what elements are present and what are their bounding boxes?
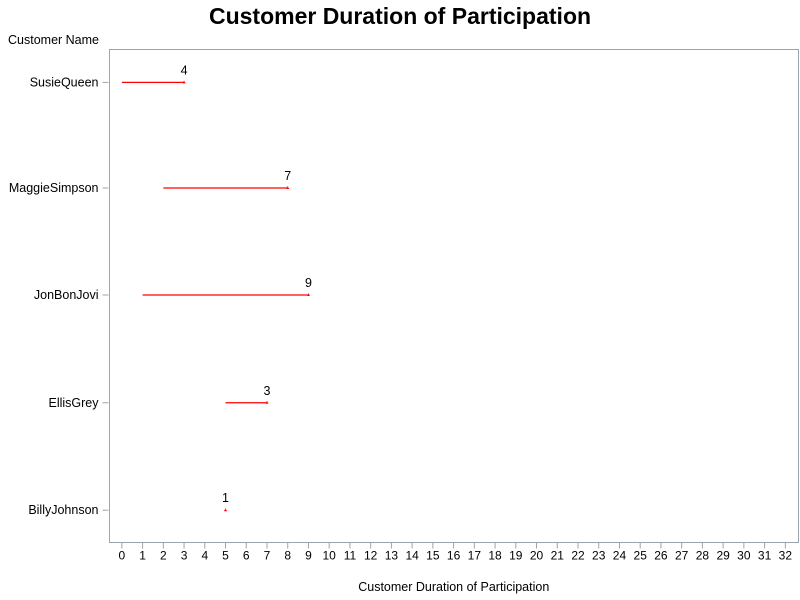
svg-text:15: 15 <box>426 549 440 563</box>
svg-text:18: 18 <box>488 549 502 563</box>
svg-text:17: 17 <box>468 549 482 563</box>
svg-text:11: 11 <box>344 549 357 563</box>
svg-text:7: 7 <box>284 169 291 183</box>
svg-text:28: 28 <box>696 549 710 563</box>
svg-text:21: 21 <box>551 549 565 563</box>
svg-text:16: 16 <box>447 549 461 563</box>
svg-text:2: 2 <box>160 549 167 563</box>
svg-text:BillyJohnson: BillyJohnson <box>28 503 98 517</box>
svg-text:5: 5 <box>222 549 229 563</box>
svg-text:13: 13 <box>385 549 399 563</box>
svg-text:23: 23 <box>592 549 606 563</box>
svg-text:4: 4 <box>181 63 188 77</box>
svg-text:32: 32 <box>779 549 793 563</box>
svg-text:22: 22 <box>571 549 585 563</box>
svg-text:9: 9 <box>305 276 312 290</box>
svg-text:26: 26 <box>654 549 668 563</box>
svg-text:20: 20 <box>530 549 544 563</box>
svg-text:6: 6 <box>243 549 250 563</box>
svg-text:8: 8 <box>284 549 291 563</box>
svg-text:27: 27 <box>675 549 689 563</box>
svg-text:1: 1 <box>139 549 146 563</box>
svg-text:SusieQueen: SusieQueen <box>30 75 99 89</box>
svg-text:14: 14 <box>405 549 419 563</box>
svg-text:12: 12 <box>364 549 378 563</box>
svg-text:10: 10 <box>323 549 337 563</box>
svg-text:4: 4 <box>201 549 208 563</box>
svg-text:3: 3 <box>181 549 188 563</box>
svg-text:MaggieSimpson: MaggieSimpson <box>9 181 99 195</box>
svg-text:25: 25 <box>634 549 648 563</box>
svg-text:24: 24 <box>613 549 627 563</box>
svg-text:29: 29 <box>716 549 730 563</box>
svg-text:31: 31 <box>758 549 772 563</box>
svg-text:30: 30 <box>737 549 751 563</box>
svg-text:19: 19 <box>509 549 523 563</box>
svg-text:EllisGrey: EllisGrey <box>48 396 99 410</box>
svg-text:JonBonJovi: JonBonJovi <box>34 288 99 302</box>
svg-text:1: 1 <box>222 491 229 505</box>
svg-text:0: 0 <box>119 549 126 563</box>
svg-text:9: 9 <box>305 549 312 563</box>
svg-text:3: 3 <box>264 384 271 398</box>
svg-text:7: 7 <box>264 549 271 563</box>
